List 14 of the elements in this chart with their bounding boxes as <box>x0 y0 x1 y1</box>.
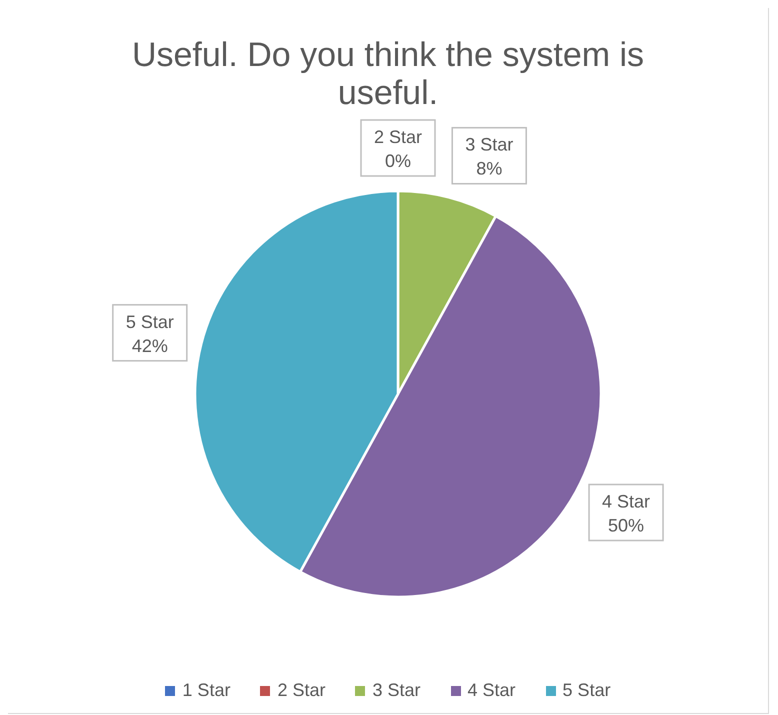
slice-label: 4 Star <box>602 492 650 512</box>
data-label: 42% <box>132 336 168 356</box>
slice-label: 3 Star <box>465 134 514 155</box>
legend-label: 5 Star <box>562 680 611 701</box>
category-label: 2 Star <box>374 127 422 147</box>
legend-label: 1 Star <box>182 680 230 701</box>
legend-label: 3 Star <box>372 680 421 701</box>
chart-title: Useful. Do you think the system is useful. <box>130 36 646 112</box>
text: 0% <box>384 151 412 171</box>
data-label: 50% <box>608 516 644 536</box>
legend-label: 4 Star <box>468 680 516 701</box>
data-label: 8% <box>476 158 502 179</box>
slice-label: 5 Star <box>126 312 174 332</box>
legend-label: 2 Star <box>277 680 326 701</box>
